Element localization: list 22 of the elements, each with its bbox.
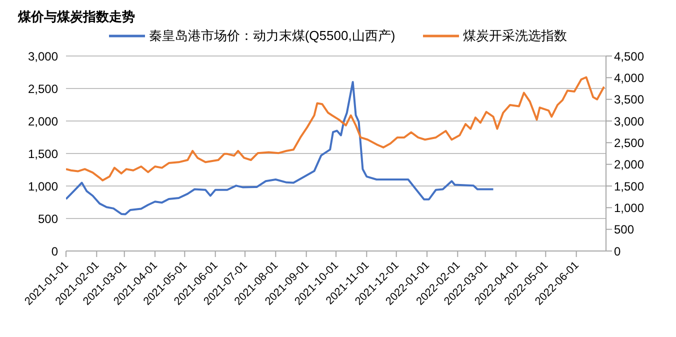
y-tick-label: 3,000 — [28, 49, 58, 64]
y2-tick-label: 4,500 — [614, 49, 644, 64]
y-tick-label: 2,500 — [28, 82, 58, 96]
legend-label: 煤炭开采洗选指数 — [463, 27, 568, 45]
y-tick-label: 0 — [51, 244, 58, 258]
line-series — [66, 81, 494, 216]
y-tick-label: 1,000 — [28, 179, 58, 194]
line-series — [66, 76, 606, 182]
y-tick-label: 500 — [38, 212, 58, 226]
y-tick-label: 2,000 — [28, 114, 58, 128]
y2-tick-label: 0 — [614, 244, 621, 258]
y2-tick-label: 2,000 — [614, 158, 644, 172]
y2-tick-label: 1,500 — [614, 179, 644, 194]
y-tick-label: 1,500 — [28, 146, 58, 161]
y2-tick-label: 2,500 — [614, 136, 644, 150]
y2-tick-label: 500 — [614, 222, 634, 237]
legend-label: 秦皇岛港市场价：动力末煤(Q5500,山西产) — [148, 27, 396, 45]
y2-tick-label: 3,500 — [614, 92, 644, 107]
y2-tick-label: 1,000 — [614, 200, 644, 215]
y2-tick-label: 3,000 — [614, 114, 644, 128]
y2-tick-label: 4,000 — [614, 70, 644, 85]
chart-title: 煤价与煤炭指数走势 — [16, 8, 136, 26]
